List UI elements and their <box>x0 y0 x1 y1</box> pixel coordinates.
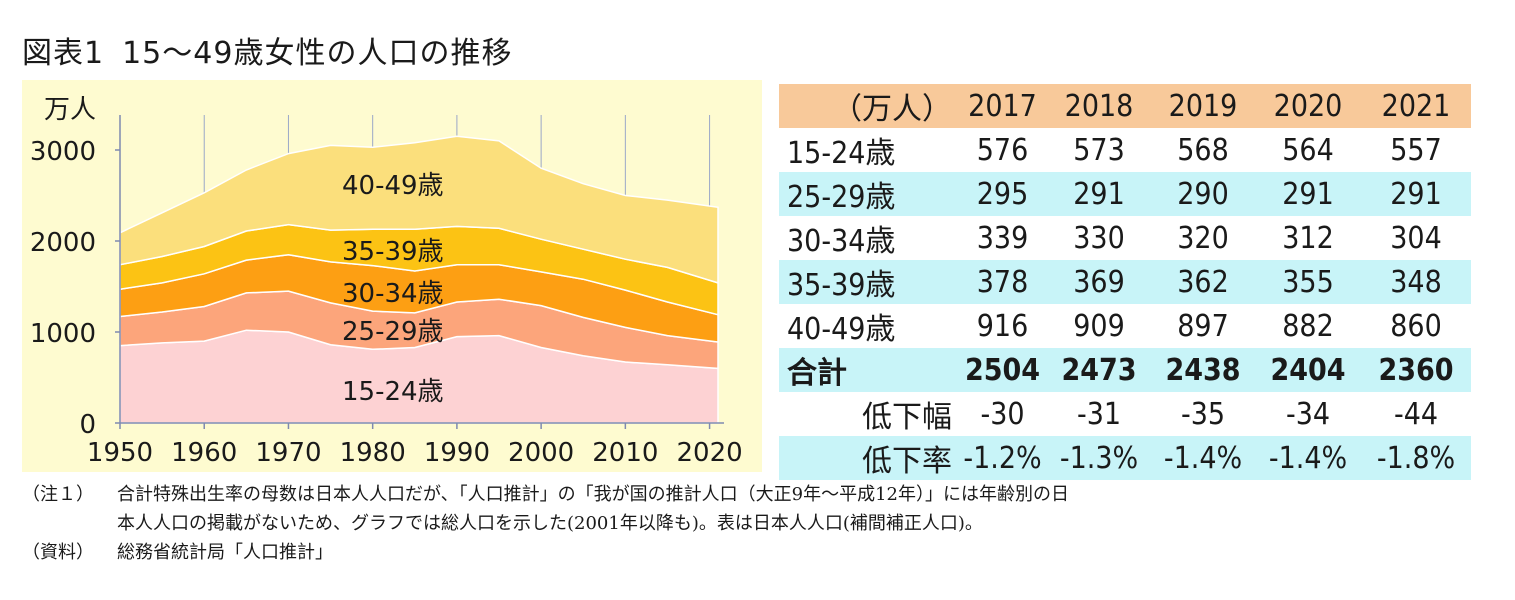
table-year-2020: 2020 <box>1255 84 1361 128</box>
table-decrease-cell: -35 <box>1180 396 1226 432</box>
x-tick-label-2020: 2020 <box>676 438 742 468</box>
table-row: 40-49歳 916 909 897 882 860 <box>779 304 1471 348</box>
table-cell: 339 <box>976 220 1029 256</box>
figure-title: 図表1 15～49歳女性の人口の推移 <box>22 28 512 72</box>
chart-areas <box>119 135 719 424</box>
table-cell: 882 <box>1282 308 1334 344</box>
table-year-2019: 2019 <box>1151 84 1255 128</box>
y-tick-label-2000: 2000 <box>30 228 96 258</box>
y-tick-label-1000: 1000 <box>30 319 96 349</box>
series-label-40-49歳: 40-49歳 <box>342 171 444 201</box>
series-labels: 15-24歳 25-29歳 30-34歳 35-39歳 40-49歳 <box>342 171 444 407</box>
table-cell: 362 <box>1151 260 1255 304</box>
table-row-label: 30-34歳 <box>787 224 896 259</box>
x-tick-label-1990: 1990 <box>424 438 490 468</box>
series-label-30-34歳: 30-34歳 <box>342 279 444 309</box>
table-cell: 576 <box>976 132 1029 168</box>
note-1-text: 合計特殊出生率の母数は日本人人口だが、「人口推計」の「我が国の推計人口（大正9年… <box>117 484 1069 505</box>
table-year-2018: 2018 <box>1047 84 1151 128</box>
table-total-cell: 2438 <box>1151 348 1255 392</box>
table-rate-row: 低下率 -1.2% -1.3% -1.4% -1.4% -1.8% <box>779 436 1471 480</box>
table-row: 35-39歳 378 369 362 355 348 <box>779 260 1471 304</box>
table-rate-cell: -1.8% <box>1361 436 1471 480</box>
figure-title-text: 15～49歳女性の人口の推移 <box>122 36 513 71</box>
table-unit-label: （万人） <box>779 84 958 128</box>
table-rate-cell: -1.2% <box>958 436 1047 480</box>
table-year-2017: 2017 <box>958 84 1047 128</box>
table-row: 15-24歳 576 573 568 564 557 <box>779 128 1471 172</box>
table-total-label: 合計 <box>779 348 958 392</box>
note-1-label: （注１） <box>22 484 94 505</box>
table-total-cell: 2360 <box>1361 348 1471 392</box>
table-decrease-label: 低下幅 <box>862 400 952 435</box>
x-tick-label-2000: 2000 <box>508 438 574 468</box>
table-cell: 304 <box>1390 220 1442 256</box>
table-cell: 291 <box>1361 172 1471 216</box>
table-cell: 291 <box>1255 172 1361 216</box>
chart-axes <box>115 115 724 429</box>
figure-number: 図表1 <box>22 36 105 71</box>
table-total-cell: 2504 <box>958 348 1047 392</box>
table-cell: 916 <box>976 308 1029 344</box>
table-decrease-cell: -30 <box>980 396 1025 432</box>
x-tick-label-1970: 1970 <box>255 438 321 468</box>
chart-tick-labels: 0 1000 2000 3000 1950 1960 1970 1980 1990 2000 201… <box>30 137 743 468</box>
table-total-cell: 2404 <box>1255 348 1361 392</box>
stacked-area-chart: 0 1000 2000 3000 1950 1960 1970 1980 1990 2000 201… <box>22 80 762 472</box>
table-cell: 564 <box>1282 132 1334 168</box>
table-row-label: 40-49歳 <box>787 312 896 347</box>
table-cell: 330 <box>1073 220 1125 256</box>
area-40-49歳 <box>119 135 719 284</box>
series-label-25-29歳: 25-29歳 <box>342 317 444 347</box>
table-total-cell: 2473 <box>1047 348 1151 392</box>
table-cell: 909 <box>1073 308 1125 344</box>
table-cell: 573 <box>1073 132 1125 168</box>
note-1-line-2: 本人人口の掲載がないため、グラフでは総人口を示した(2001年以降も)。表は日本… <box>117 513 983 534</box>
table-cell: 369 <box>1047 260 1151 304</box>
table-cell: 860 <box>1390 308 1442 344</box>
table-rate-cell: -1.4% <box>1255 436 1361 480</box>
data-table: （万人） 2017 2018 2019 2020 2021 15-24歳 576 573 568 5… <box>779 84 1471 480</box>
source-text: 総務省統計局「人口推計」 <box>117 542 333 563</box>
source-line: （資料） 総務省統計局「人口推計」 <box>22 538 1069 567</box>
table-rate-cell: -1.3% <box>1047 436 1151 480</box>
table-cell: 290 <box>1151 172 1255 216</box>
table-decrease-cell: -31 <box>1076 396 1122 432</box>
y-axis-label: 万人 <box>44 95 96 125</box>
note-1-line-1: （注１） 合計特殊出生率の母数は日本人人口だが、「人口推計」の「我が国の推計人口（… <box>22 480 1069 509</box>
table-cell: 320 <box>1177 220 1229 256</box>
table-rate-cell: -1.4% <box>1151 436 1255 480</box>
y-tick-label-3000: 3000 <box>30 137 96 167</box>
table-cell: 348 <box>1361 260 1471 304</box>
notes: （注１） 合計特殊出生率の母数は日本人人口だが、「人口推計」の「我が国の推計人口（… <box>22 480 1069 567</box>
series-label-15-24歳: 15-24歳 <box>342 377 444 407</box>
y-tick-label-0: 0 <box>79 410 96 440</box>
table-rate-label: 低下率 <box>779 436 958 480</box>
table-row-label: 25-29歳 <box>779 172 958 216</box>
table-row-label: 35-39歳 <box>779 260 958 304</box>
x-tick-label-1960: 1960 <box>171 438 237 468</box>
x-tick-label-1980: 1980 <box>340 438 406 468</box>
table-cell: 568 <box>1177 132 1229 168</box>
series-label-35-39歳: 35-39歳 <box>342 237 444 267</box>
table-cell: 295 <box>958 172 1047 216</box>
table-decrease-row: 低下幅 -30 -31 -35 -34 -44 <box>779 392 1471 436</box>
table-row: 30-34歳 339 330 320 312 304 <box>779 216 1471 260</box>
table-cell: 557 <box>1390 132 1442 168</box>
table-cell: 291 <box>1047 172 1151 216</box>
source-label: （資料） <box>22 542 94 563</box>
table-row-label: 15-24歳 <box>787 136 896 171</box>
table-header-row: （万人） 2017 2018 2019 2020 2021 <box>779 84 1471 128</box>
table-decrease-cell: -34 <box>1285 396 1331 432</box>
table-cell: 378 <box>958 260 1047 304</box>
table-year-2021: 2021 <box>1361 84 1471 128</box>
table-cell: 897 <box>1177 308 1229 344</box>
x-tick-label-2010: 2010 <box>592 438 658 468</box>
table-cell: 355 <box>1255 260 1361 304</box>
table-total-row: 合計 2504 2473 2438 2404 2360 <box>779 348 1471 392</box>
table-decrease-cell: -44 <box>1393 396 1439 432</box>
table-row: 25-29歳 295 291 290 291 291 <box>779 172 1471 216</box>
table-cell: 312 <box>1282 220 1334 256</box>
x-tick-label-1950: 1950 <box>87 438 153 468</box>
